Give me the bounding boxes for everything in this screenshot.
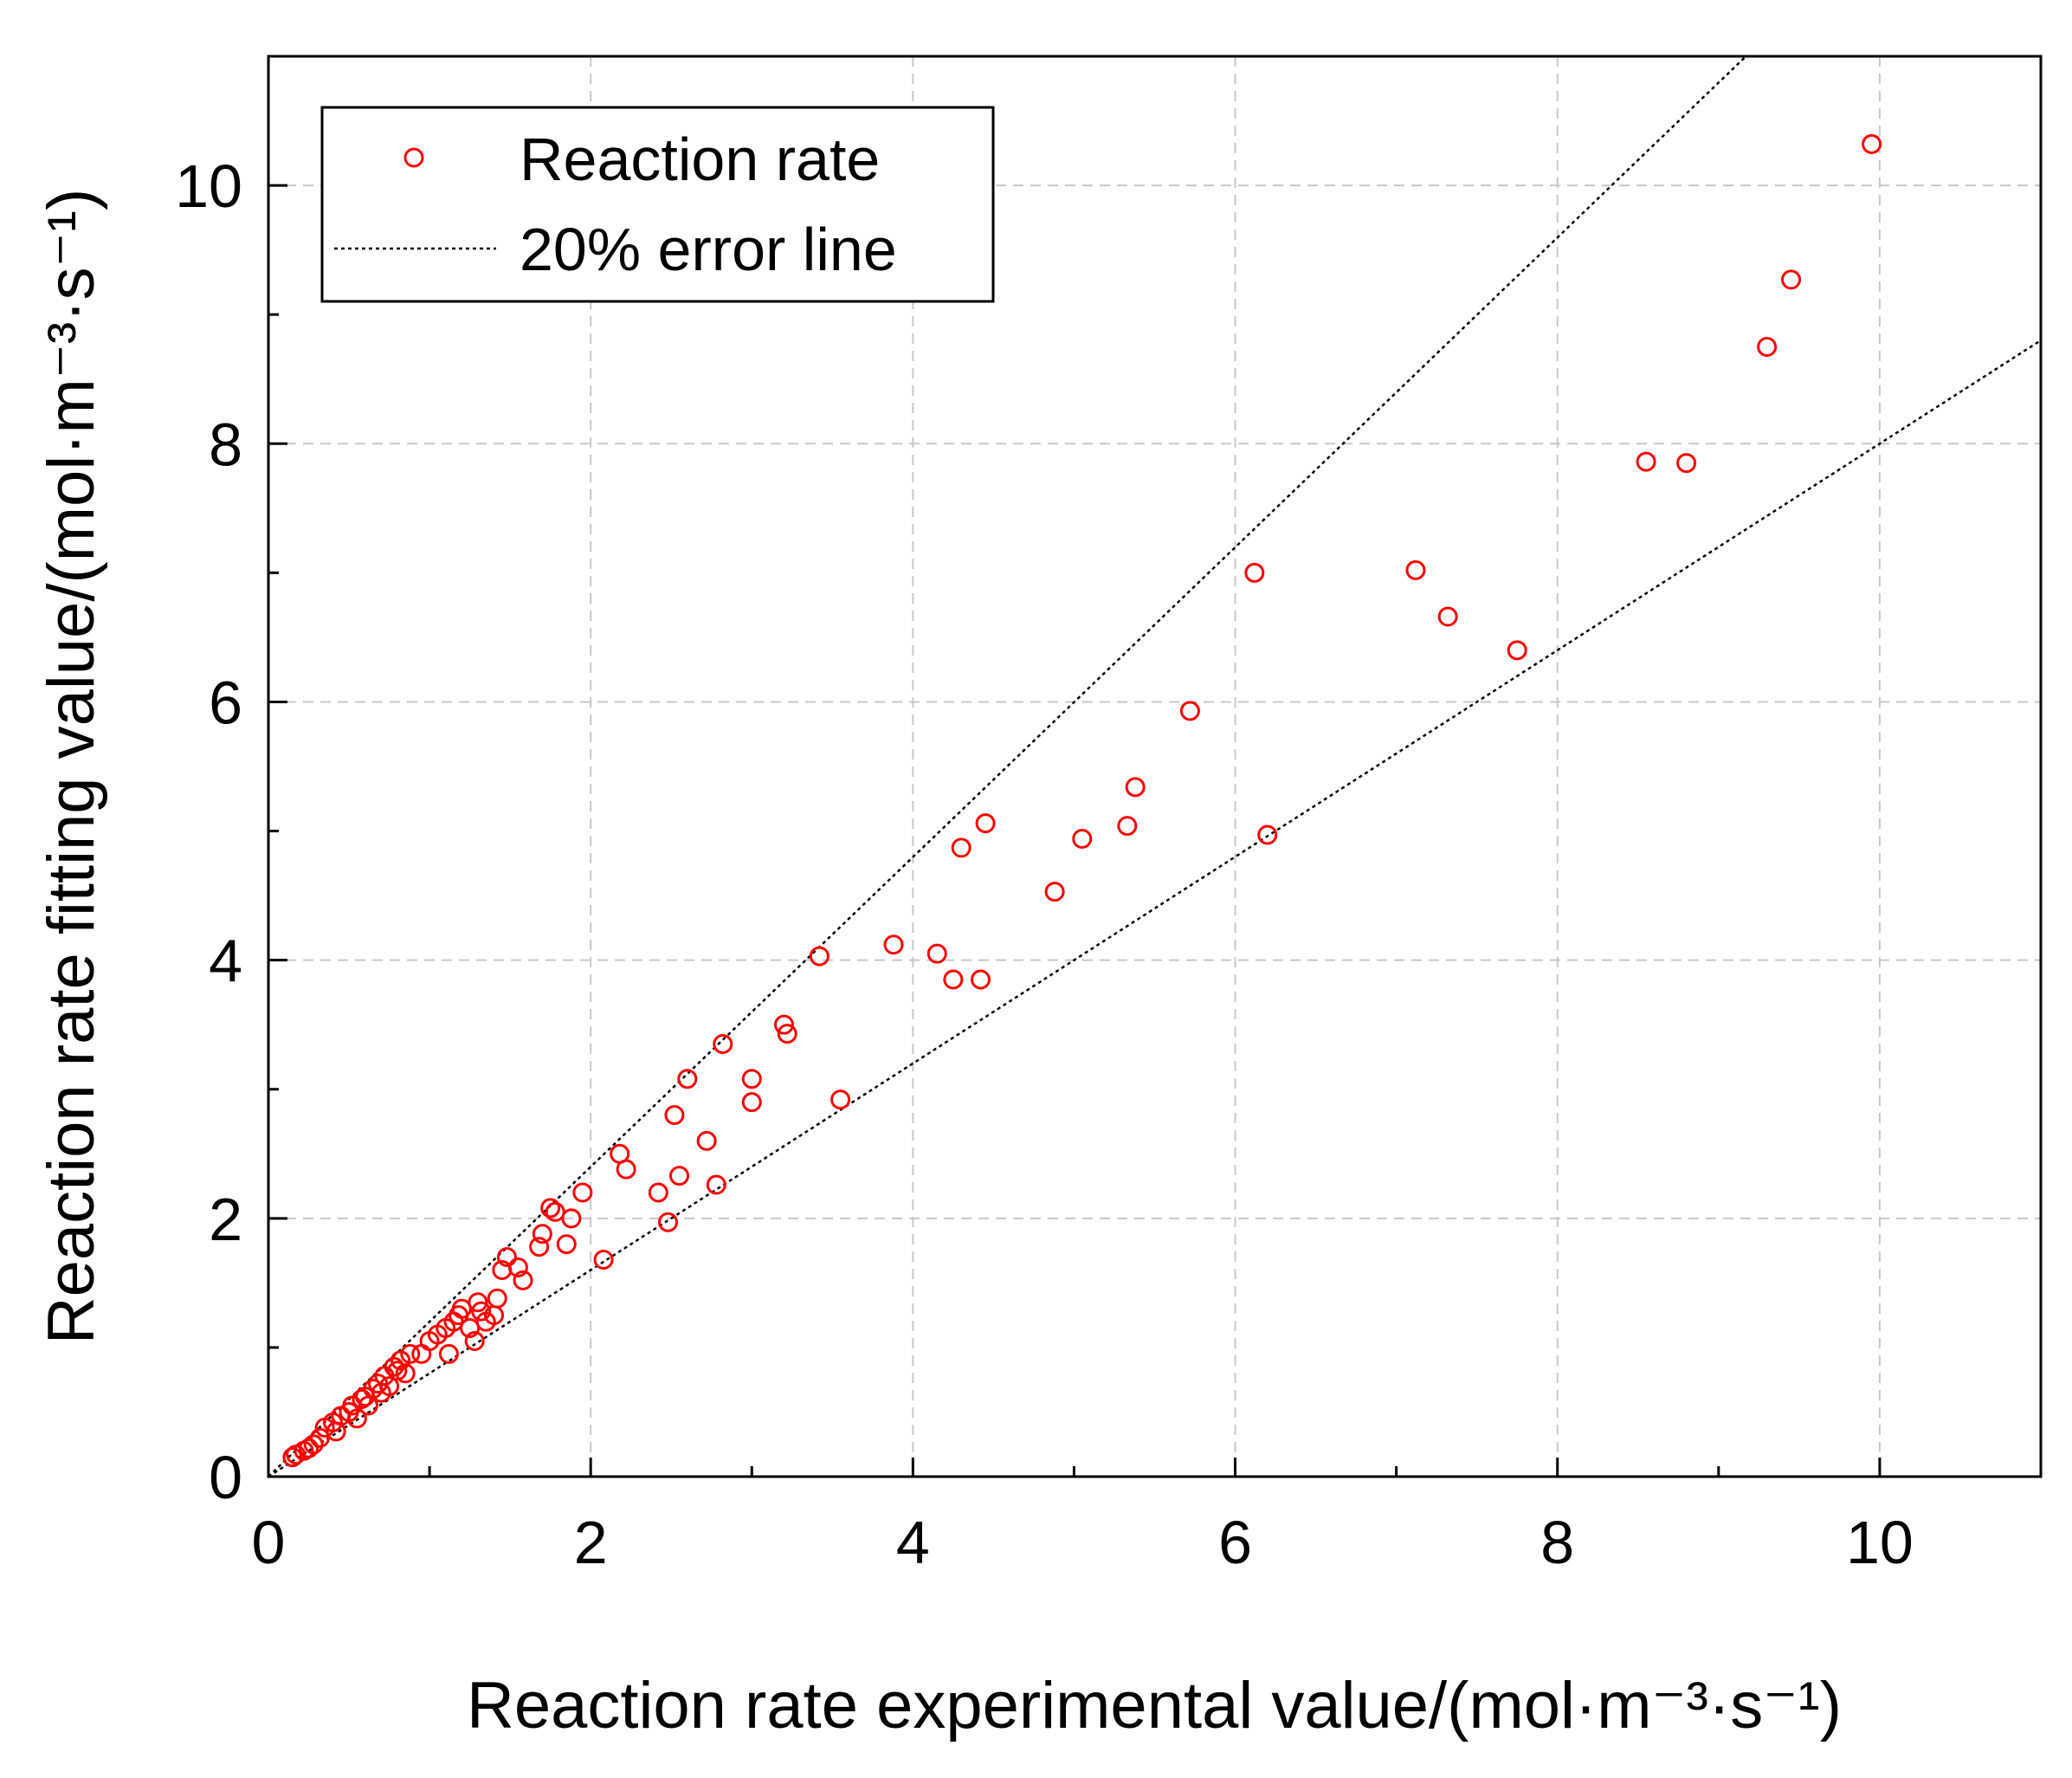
plot-frame: [267, 55, 2043, 1478]
data-point: [507, 1257, 528, 1277]
data-point: [352, 1389, 372, 1410]
data-point: [384, 1356, 404, 1377]
data-point: [1507, 640, 1527, 661]
x-tick-label: 8: [1540, 1509, 1574, 1576]
data-point: [540, 1198, 561, 1219]
y-axis-title: Reaction rate fitting value/(mol·m⁻³·s⁻¹…: [35, 189, 108, 1345]
data-point: [830, 1089, 851, 1110]
data-point: [572, 1182, 593, 1203]
data-point: [532, 1224, 552, 1245]
data-point: [471, 1301, 492, 1322]
data-point: [975, 813, 996, 834]
data-point: [616, 1159, 636, 1180]
data-point: [741, 1069, 762, 1089]
data-point: [593, 1250, 614, 1270]
data-point: [943, 969, 964, 990]
data-point: [951, 837, 971, 858]
data-point: [451, 1298, 472, 1319]
y-tick-label: 4: [209, 928, 242, 995]
data-point: [677, 1069, 698, 1089]
data-point: [468, 1292, 488, 1313]
x-tick-label: 0: [252, 1509, 286, 1576]
data-point: [741, 1092, 762, 1113]
data-point: [809, 946, 829, 967]
data-point: [1117, 816, 1138, 837]
y-tick-label: 10: [175, 152, 242, 220]
data-point: [1179, 701, 1200, 721]
legend-box: [320, 106, 995, 303]
data-point: [438, 1343, 459, 1364]
data-point: [299, 1438, 320, 1458]
error-line: [268, 339, 2042, 1478]
x-tick-label: 6: [1218, 1509, 1252, 1576]
data-point: [556, 1234, 577, 1255]
data-point: [303, 1434, 324, 1455]
legend: Reaction rate 20% error line: [320, 106, 995, 303]
data-point: [1437, 606, 1458, 627]
data-point: [926, 943, 947, 964]
gridlines: [268, 56, 2041, 1477]
data-point: [773, 1014, 794, 1035]
data-point: [487, 1288, 507, 1309]
data-point: [379, 1376, 400, 1397]
data-point: [648, 1182, 668, 1203]
data-point: [658, 1212, 679, 1232]
data-point: [706, 1174, 726, 1195]
data-point: [400, 1343, 421, 1364]
x-tick-label: 10: [1846, 1509, 1914, 1576]
y-tick-label: 8: [209, 411, 242, 478]
data-point: [1757, 336, 1778, 357]
data-point: [1244, 562, 1265, 583]
data-point: [713, 1034, 733, 1055]
data-point: [1676, 453, 1697, 474]
data-point: [1125, 777, 1146, 798]
data-point: [395, 1363, 416, 1384]
y-tick-label: 2: [209, 1186, 242, 1253]
data-point: [1257, 824, 1278, 845]
ticks: 0 2 4 6 8 10 0 2 4 6 8 10: [175, 55, 2043, 1576]
data-point: [282, 1447, 303, 1468]
plot-series: [268, 55, 2042, 1478]
data-point: [529, 1237, 550, 1258]
data-point: [669, 1166, 690, 1186]
y-tick-label: 6: [209, 669, 242, 736]
data-point: [464, 1330, 485, 1351]
data-point: [346, 1408, 367, 1429]
data-point: [1862, 133, 1882, 154]
data-point: [971, 969, 991, 990]
data-point: [696, 1130, 717, 1151]
error-line: [268, 55, 1747, 1477]
data-point: [561, 1208, 582, 1229]
legend-label-error-line: 20% error line: [520, 216, 897, 283]
x-tick-label: 2: [574, 1509, 608, 1576]
data-point: [883, 934, 904, 955]
data-point: [1405, 559, 1426, 580]
y-tick-label: 0: [209, 1444, 242, 1511]
data-point: [411, 1343, 432, 1364]
data-point: [664, 1105, 685, 1126]
data-point: [496, 1247, 517, 1268]
x-tick-label: 4: [896, 1509, 930, 1576]
legend-marker-reaction-rate: [403, 147, 424, 168]
x-axis-title: Reaction rate experimental value/(mol·m⁻…: [467, 1669, 1842, 1742]
data-point: [777, 1024, 797, 1044]
data-point: [1072, 828, 1093, 849]
data-point: [1044, 882, 1065, 902]
legend-label-reaction-rate: Reaction rate: [520, 126, 880, 193]
data-point: [1636, 451, 1656, 472]
data-point: [387, 1361, 408, 1381]
data-point: [1781, 269, 1802, 290]
data-point: [513, 1270, 533, 1290]
